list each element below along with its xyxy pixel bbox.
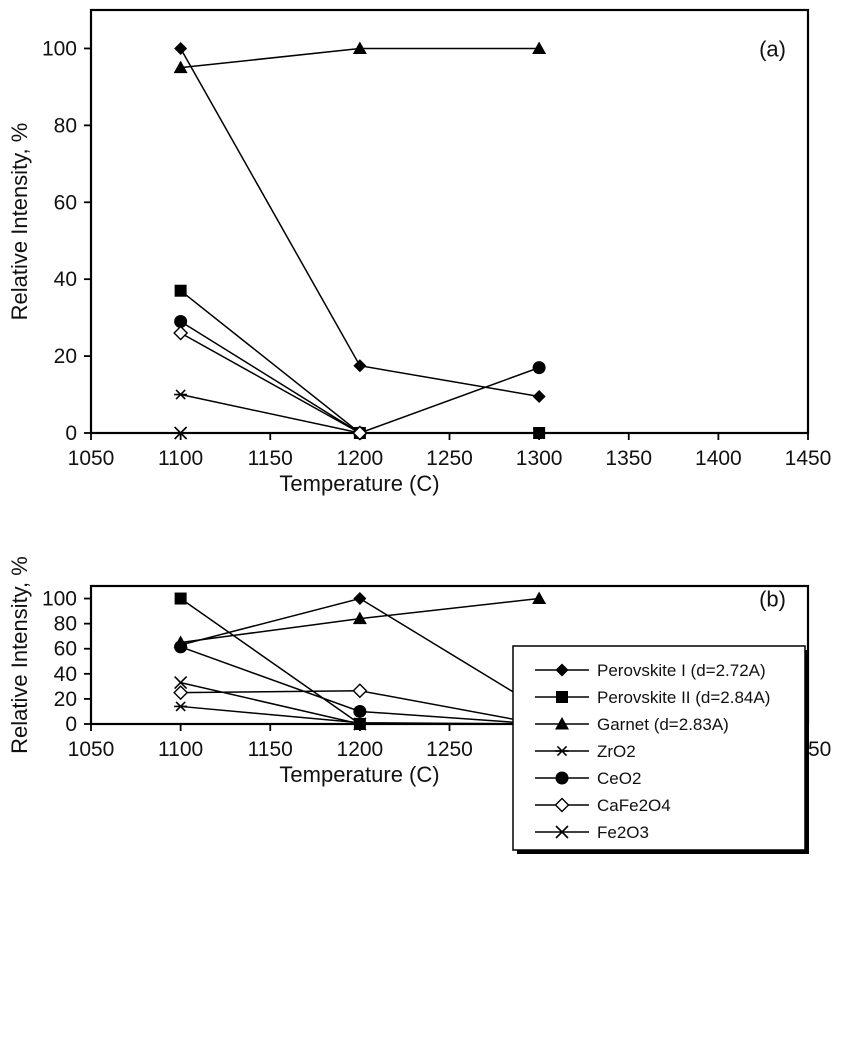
panel-a-plot-frame [89, 8, 810, 435]
panel-b-series-cafe2o4-point-1 [352, 683, 368, 699]
panel-a-x-tick-label-1100: 1100 [158, 447, 203, 470]
panel-a-series-perovskite-i-d-2-72a-line [179, 48, 540, 398]
panel-b-series-ceo2-point-0 [174, 640, 188, 654]
legend-item-perovskite-ii-d-2-84a-label: Perovskite II (d=2.84A) [597, 688, 770, 707]
legend-item-ceo2-marker [555, 771, 569, 785]
panel-a-series-perovskite-i-d-2-72a [174, 41, 546, 403]
panel-a-x-tick-label-1450: 1450 [785, 447, 832, 470]
panel-a-x-tick-label-1050: 1050 [68, 447, 115, 470]
legend-item-fe2o3-marker [555, 825, 569, 839]
legend-item-fe2o3: Fe2O3 [535, 823, 649, 842]
panel-a-series-ceo2-point-0 [174, 314, 188, 328]
panel-b-label: (b) [759, 587, 786, 612]
panel-a-x-tick-label-1400: 1400 [695, 447, 742, 470]
legend: Perovskite I (d=2.72A) Perovskite II (d=2… [512, 645, 809, 854]
panel-b-y-tick-label-40: 40 [54, 663, 77, 686]
panel-b: 1050110011501200125013001350140014500204… [7, 556, 831, 854]
panel-a-y-tick-label-80: 80 [54, 114, 77, 137]
panel-a-series-garnet-d-2-83a-point-2 [532, 41, 547, 54]
legend-item-perovskite-i-d-2-72a: Perovskite I (d=2.72A) [535, 661, 766, 680]
panel-b-x-tick-label-1200: 1200 [337, 738, 384, 761]
panel-a-y-tick-label-60: 60 [54, 191, 77, 214]
panel-a-series-fe2o3-point-0 [174, 426, 188, 440]
panel-a-series-ceo2-line [180, 320, 540, 434]
panel-a-x-tick-label-1150: 1150 [248, 447, 293, 470]
panel-b-series-ceo2-point-1 [353, 704, 367, 718]
panel-b-series-fe2o3-point-0 [174, 676, 188, 690]
panel-b-series-fe2o3 [174, 676, 546, 731]
panel-a-x-tick-label-1350: 1350 [605, 447, 652, 470]
panel-a-y-axis-label: Relative Intensity, % [7, 123, 32, 321]
panel-b-y-axis-label: Relative Intensity, % [7, 556, 32, 754]
panel-a-x-tick-label-1250: 1250 [426, 447, 473, 470]
panel-b-x-tick-label-1100: 1100 [158, 738, 203, 761]
panel-b-y-tick-label-100: 100 [42, 588, 77, 611]
panel-b-series-garnet-d-2-83a-point-2 [532, 591, 547, 605]
panel-b-y-tick-label-20: 20 [54, 688, 77, 711]
panel-b-series-garnet-d-2-83a-point-1 [352, 611, 367, 625]
legend-item-ceo2: CeO2 [535, 769, 641, 788]
legend-item-cafe2o4: CaFe2O4 [535, 796, 671, 815]
panel-a-label: (a) [759, 36, 786, 61]
panel-b-series-cafe2o4-point-0 [173, 685, 189, 701]
panel-a: 1050 1100 1150 1200 1250 1300 1350 1400 1450 0 20 4… [7, 8, 832, 496]
panel-a-series-zro2-point-2 [532, 427, 546, 439]
panel-b-x-tick-label-1050: 1050 [68, 738, 115, 761]
panel-a-series-perovskite-i-d-2-72a-point-1 [353, 359, 367, 373]
panel-a-x-tick-label-1200: 1200 [337, 447, 384, 470]
panel-a-x-axis-label: Temperature (C) [279, 471, 439, 496]
legend-item-zro2-label: ZrO2 [597, 742, 636, 761]
panel-a-series-garnet-d-2-83a-point-1 [352, 41, 367, 54]
panel-a-series-cafe2o4-point-1 [352, 425, 368, 441]
panel-b-y-tick-label-0: 0 [65, 713, 77, 736]
panel-b-y-tick-label-60: 60 [54, 638, 77, 661]
legend-item-cafe2o4-marker [554, 797, 570, 813]
panel-b-y-tick-label-80: 80 [54, 613, 77, 636]
panel-b-series-perovskite-ii-d-2-84a-point-0 [174, 592, 187, 605]
panel-a-series-garnet-d-2-83a-point-0 [173, 60, 188, 74]
legend-item-fe2o3-label: Fe2O3 [597, 823, 649, 842]
panel-a-series-perovskite-ii-d-2-84a-point-0 [174, 284, 187, 297]
panel-a-y-tick-label-20: 20 [54, 345, 77, 368]
panel-a-series-cafe2o4 [173, 325, 368, 441]
panel-a-series-perovskite-i-d-2-72a-point-0 [174, 41, 188, 55]
legend-item-perovskite-i-d-2-72a-marker [555, 663, 569, 677]
legend-box [512, 645, 806, 851]
legend-item-perovskite-i-d-2-72a-label: Perovskite I (d=2.72A) [597, 661, 766, 680]
panel-b-x-tick-label-1250: 1250 [426, 738, 473, 761]
legend-item-garnet-d-2-83a-label: Garnet (d=2.83A) [597, 715, 729, 734]
panel-a-series-perovskite-i-d-2-72a-point-2 [532, 389, 546, 403]
panel-b-series-perovskite-i-d-2-72a-point-1 [353, 592, 367, 606]
panel-a-y-tick-label-100: 100 [42, 37, 77, 60]
panel-b-series-zro2-point-0 [174, 701, 188, 712]
legend-item-cafe2o4-label: CaFe2O4 [597, 796, 671, 815]
panel-a-series-ceo2-point-2 [532, 361, 546, 375]
panel-a-series-fe2o3 [174, 426, 188, 440]
panel-a-y-tick-label-40: 40 [54, 268, 77, 291]
panel-a-series-cafe2o4-line [180, 332, 361, 434]
legend-item-garnet-d-2-83a: Garnet (d=2.83A) [535, 715, 729, 734]
legend-item-ceo2-label: CeO2 [597, 769, 641, 788]
panel-a-series-ceo2 [174, 314, 546, 440]
panel-a-x-tick-label-1300: 1300 [516, 447, 563, 470]
panel-b-x-tick-label-1150: 1150 [248, 738, 293, 761]
panel-a-series-garnet-d-2-83a [173, 41, 547, 74]
panel-a-series-zro2-point-0 [174, 389, 188, 400]
legend-item-zro2: ZrO2 [535, 742, 636, 761]
panel-b-x-axis-label: Temperature (C) [279, 762, 439, 787]
panel-b-series-fe2o3-point-1 [353, 717, 367, 731]
legend-item-garnet-d-2-83a-marker [555, 717, 569, 730]
panel-b-series-perovskite-i-d-2-72a [174, 592, 546, 722]
legend-item-zro2-marker [555, 745, 569, 757]
legend-item-perovskite-ii-d-2-84a: Perovskite II (d=2.84A) [535, 688, 770, 707]
panel-a-series-cafe2o4-point-0 [173, 325, 189, 341]
panel-a-y-tick-label-0: 0 [65, 422, 77, 445]
legend-item-perovskite-ii-d-2-84a-marker [556, 691, 568, 703]
